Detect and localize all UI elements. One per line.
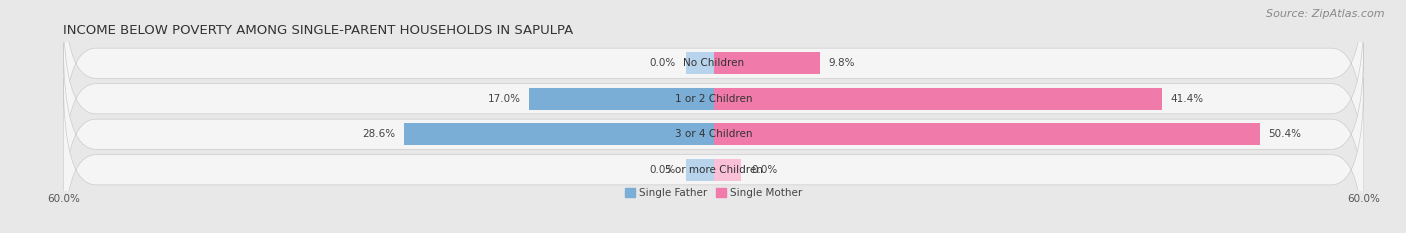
- Text: 41.4%: 41.4%: [1171, 94, 1204, 104]
- Bar: [686, 52, 713, 74]
- Text: 5 or more Children: 5 or more Children: [665, 165, 762, 175]
- Bar: [529, 88, 713, 110]
- Bar: [713, 52, 820, 74]
- Text: 1 or 2 Children: 1 or 2 Children: [675, 94, 752, 104]
- FancyBboxPatch shape: [63, 0, 1364, 155]
- FancyBboxPatch shape: [63, 7, 1364, 190]
- Legend: Single Father, Single Mother: Single Father, Single Mother: [624, 188, 803, 198]
- FancyBboxPatch shape: [63, 43, 1364, 226]
- Bar: [713, 88, 1163, 110]
- Text: INCOME BELOW POVERTY AMONG SINGLE-PARENT HOUSEHOLDS IN SAPULPA: INCOME BELOW POVERTY AMONG SINGLE-PARENT…: [63, 24, 574, 37]
- Text: 0.0%: 0.0%: [650, 165, 676, 175]
- Bar: [713, 159, 741, 181]
- Text: Source: ZipAtlas.com: Source: ZipAtlas.com: [1267, 9, 1385, 19]
- Text: 28.6%: 28.6%: [361, 129, 395, 139]
- Text: 9.8%: 9.8%: [828, 58, 855, 68]
- Text: 0.0%: 0.0%: [650, 58, 676, 68]
- Bar: [404, 123, 713, 145]
- Text: 0.0%: 0.0%: [751, 165, 778, 175]
- FancyBboxPatch shape: [63, 78, 1364, 233]
- Text: 17.0%: 17.0%: [488, 94, 520, 104]
- Text: 50.4%: 50.4%: [1268, 129, 1302, 139]
- Bar: [713, 123, 1260, 145]
- Text: No Children: No Children: [683, 58, 744, 68]
- Bar: [686, 159, 713, 181]
- Text: 3 or 4 Children: 3 or 4 Children: [675, 129, 752, 139]
